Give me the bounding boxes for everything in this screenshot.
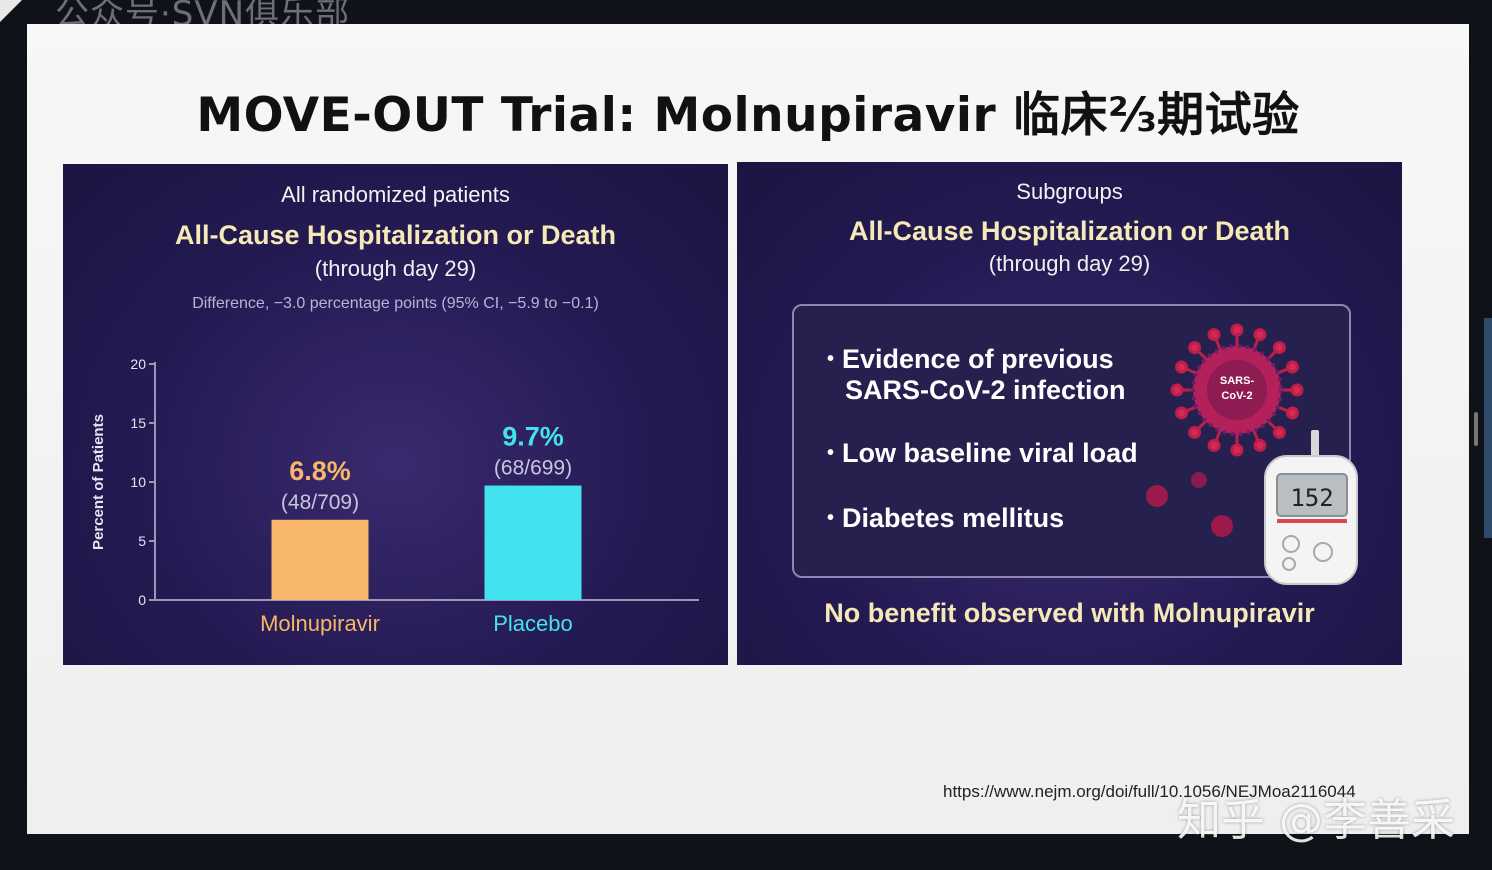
virus-spike-tip bbox=[1285, 406, 1299, 420]
bar-count-label: (68/699) bbox=[494, 457, 572, 480]
chart-difference: Difference, −3.0 percentage points (95% … bbox=[192, 295, 599, 312]
virus-spike-tip bbox=[1207, 328, 1221, 342]
side-edge bbox=[1484, 318, 1492, 538]
y-tick-label: 10 bbox=[130, 474, 146, 490]
bar-count-label: (48/709) bbox=[281, 491, 359, 514]
corner-fold bbox=[0, 0, 22, 22]
bar-value-label: 6.8% bbox=[289, 456, 351, 486]
chart-panel: All randomized patients All-Cause Hospit… bbox=[63, 164, 728, 665]
virus-spike-tip bbox=[1230, 443, 1244, 457]
virus-spike-tip bbox=[1188, 425, 1202, 439]
bullet-text-1: Evidence of previous bbox=[842, 344, 1114, 374]
virus-spike-tip bbox=[1175, 406, 1189, 420]
bullet-text-2: SARS-CoV-2 infection bbox=[845, 375, 1126, 405]
bullet-diabetes: • Diabetes mellitus bbox=[827, 503, 1065, 533]
virus-spike-tip bbox=[1175, 360, 1189, 374]
y-axis-label: Percent of Patients bbox=[90, 414, 107, 550]
bullet-previous-infection: • Evidence of previous SARS-CoV-2 infecti… bbox=[827, 344, 1126, 405]
virus-spike-tip bbox=[1170, 383, 1184, 397]
conclusion-text: No benefit observed with Molnupiravir bbox=[824, 598, 1315, 628]
virus-spike-tip bbox=[1285, 360, 1299, 374]
subgroups-panel: Subgroups All-Cause Hospitalization or D… bbox=[737, 162, 1402, 665]
source-url: https://www.nejm.org/doi/full/10.1056/NE… bbox=[943, 782, 1356, 801]
y-tick-label: 15 bbox=[130, 415, 146, 431]
slide-title: MOVE-OUT Trial: Molnupiravir 临床⅔期试验 bbox=[196, 88, 1300, 143]
x-category-label: Placebo bbox=[493, 611, 573, 636]
bullet-text-4: Diabetes mellitus bbox=[842, 503, 1065, 533]
virus-spike-tip bbox=[1188, 341, 1202, 355]
virus-label-2: CoV-2 bbox=[1221, 390, 1252, 402]
subgroups-subtitle: Subgroups bbox=[1016, 179, 1123, 204]
bar-chart: 0 5 10 15 20 Percent of Patients 6.8% (48/709) M… bbox=[90, 356, 699, 636]
bar-placebo bbox=[484, 485, 582, 600]
bullet-viral-load: • Low baseline viral load bbox=[827, 438, 1138, 468]
subgroups-paren: (through day 29) bbox=[988, 251, 1151, 276]
subgroups-heading: All-Cause Hospitalization or Death bbox=[848, 216, 1291, 246]
virus-spike-tip bbox=[1272, 425, 1286, 439]
virus-icon: SARS- CoV-2 bbox=[1170, 323, 1304, 457]
bar-molnupiravir bbox=[271, 519, 369, 600]
virus-spike-tip bbox=[1230, 323, 1244, 337]
scroll-handle[interactable] bbox=[1474, 412, 1478, 446]
y-tick-label: 0 bbox=[138, 592, 146, 608]
y-tick-label: 5 bbox=[138, 533, 146, 549]
virus-label-1: SARS- bbox=[1220, 375, 1255, 387]
slide: MOVE-OUT Trial: Molnupiravir 临床⅔期试验 All … bbox=[27, 24, 1469, 846]
virus-spike-tip bbox=[1207, 438, 1221, 452]
blood-drops-icon bbox=[1146, 472, 1233, 537]
virus-spike-tip bbox=[1272, 341, 1286, 355]
watermark-bottom: 知乎 @李善采 bbox=[1177, 795, 1455, 846]
virus-spike-tip bbox=[1253, 438, 1267, 452]
glucose-meter-icon: 152 bbox=[1264, 430, 1358, 585]
y-tick-label: 20 bbox=[130, 356, 146, 372]
virus-spike-tip bbox=[1290, 383, 1304, 397]
chart-subtitle: All randomized patients bbox=[281, 182, 510, 207]
bullet-text-3: Low baseline viral load bbox=[842, 438, 1138, 468]
meter-reading: 152 bbox=[1290, 484, 1333, 512]
virus-spike-tip bbox=[1253, 328, 1267, 342]
chart-heading: All-Cause Hospitalization or Death bbox=[174, 220, 617, 250]
bar-value-label: 9.7% bbox=[502, 422, 564, 452]
chart-paren: (through day 29) bbox=[314, 256, 477, 281]
x-category-label: Molnupiravir bbox=[260, 611, 380, 636]
